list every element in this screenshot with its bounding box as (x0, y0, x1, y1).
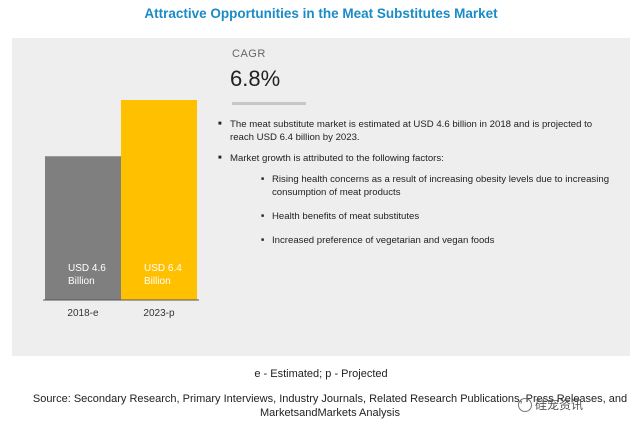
cagr-value: 6.8% (230, 66, 281, 91)
cagr-label: CAGR (232, 48, 266, 60)
x-tick-label: 2023-p (143, 308, 175, 319)
bar-value-label: USD 4.6 (68, 263, 106, 274)
watermark-text: 硅宠资讯 (535, 398, 584, 412)
bullet-market-size: The meat substitute market is estimated … (218, 118, 613, 144)
cagr-underline (232, 102, 306, 105)
sub-bullet-health-benefits: Health benefits of meat substitutes (261, 210, 613, 223)
bar-value-label: USD 6.4 (144, 263, 182, 274)
footnote: e - Estimated; p - Projected (254, 368, 388, 380)
source-text: Source: Secondary Research, Primary Inte… (32, 393, 628, 419)
bar-2018-e (45, 156, 121, 300)
bar-value-label: Billion (144, 276, 171, 287)
chart-title: Attractive Opportunities in the Meat Sub… (144, 6, 498, 21)
chat-bubble-icon (518, 397, 532, 412)
watermark: 硅宠资讯 (518, 396, 583, 413)
x-tick-label: 2018-e (67, 308, 99, 319)
bar-value-label: Billion (68, 276, 95, 287)
bar-2023-p (121, 100, 197, 300)
bullet-growth-factors: Market growth is attributed to the follo… (218, 152, 613, 165)
sub-bullet-health-concerns: Rising health concerns as a result of in… (261, 173, 613, 199)
sub-bullet-vegan-preference: Increased preference of vegetarian and v… (261, 234, 613, 247)
key-points: The meat substitute market is estimated … (218, 118, 613, 258)
